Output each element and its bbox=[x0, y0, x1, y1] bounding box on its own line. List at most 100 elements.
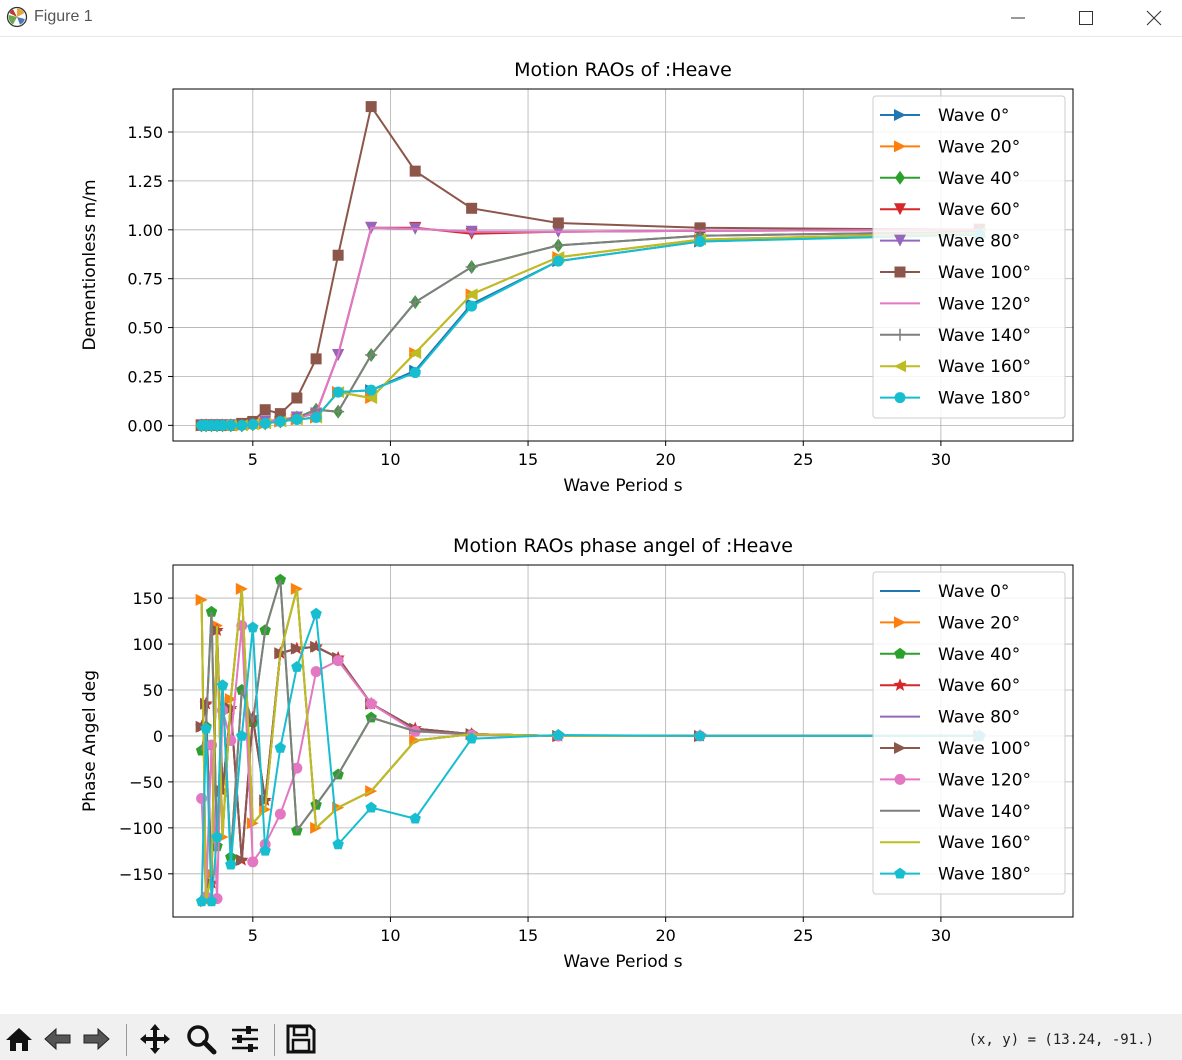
data-point bbox=[552, 239, 565, 252]
data-point bbox=[205, 605, 218, 617]
legend: Wave 0° Wave 20° Wave 40° Wave 60° Wave 80° W… bbox=[872, 95, 1066, 419]
x-tick-label: 15 bbox=[518, 926, 538, 945]
window-title: Figure 1 bbox=[34, 8, 93, 25]
toolbar-separator bbox=[126, 1024, 127, 1056]
y-tick-label: 1.00 bbox=[127, 221, 163, 240]
data-point bbox=[236, 419, 248, 431]
y-tick-label: −50 bbox=[129, 773, 163, 792]
data-point bbox=[409, 165, 421, 177]
minimize-button[interactable] bbox=[988, 0, 1048, 36]
legend-item: Wave 60° bbox=[880, 676, 1020, 696]
data-point bbox=[247, 621, 259, 633]
legend-marker bbox=[895, 170, 905, 185]
series-line bbox=[200, 579, 980, 858]
data-point bbox=[365, 391, 378, 404]
data-point bbox=[409, 296, 422, 309]
data-point bbox=[216, 679, 229, 691]
x-tick-label: 10 bbox=[380, 926, 400, 945]
toolbar-separator bbox=[274, 1024, 275, 1056]
zoom-button[interactable] bbox=[184, 1022, 218, 1056]
legend-label: Wave 60° bbox=[938, 200, 1020, 220]
data-point bbox=[274, 415, 286, 427]
legend-item: Wave 100° bbox=[880, 263, 1031, 283]
legend-item: Wave 140° bbox=[880, 802, 1031, 822]
series-wave20 bbox=[195, 582, 986, 908]
save-button[interactable] bbox=[284, 1022, 318, 1056]
legend-marker bbox=[894, 616, 906, 629]
legend-label: Wave 100° bbox=[938, 739, 1031, 759]
legend-item: Wave 160° bbox=[880, 357, 1031, 377]
legend-item: Wave 60° bbox=[880, 200, 1020, 220]
navigation-toolbar: (x, y) = (13.24, -91.) bbox=[0, 1014, 1182, 1060]
data-point bbox=[409, 367, 421, 379]
figure-canvas[interactable]: 5 10 15 20 25 30 0.00 0.25 0.50 0.75 1.00 1.25 1.50 M… bbox=[0, 36, 1182, 1014]
legend-item: Wave 0° bbox=[880, 582, 1009, 602]
y-axis-label: Dementionless m/m bbox=[80, 179, 100, 350]
data-point bbox=[365, 698, 377, 710]
data-point bbox=[552, 255, 564, 267]
legend-marker bbox=[894, 140, 906, 153]
legend-marker bbox=[894, 328, 906, 341]
data-point bbox=[310, 607, 322, 619]
legend-label: Wave 160° bbox=[938, 833, 1031, 853]
series-wave60 bbox=[194, 623, 987, 889]
series-wave100 bbox=[196, 101, 985, 431]
legend-item: Wave 0° bbox=[880, 106, 1009, 126]
data-point bbox=[466, 300, 478, 312]
maximize-icon bbox=[1079, 11, 1093, 25]
legend-label: Wave 120° bbox=[938, 770, 1031, 790]
data-point bbox=[332, 838, 344, 850]
window-titlebar: Figure 1 bbox=[0, 0, 1182, 37]
x-tick-label: 10 bbox=[380, 450, 400, 469]
configure-subplots-button[interactable] bbox=[228, 1022, 262, 1056]
series-line bbox=[200, 579, 980, 858]
legend-marker bbox=[894, 360, 906, 373]
data-point bbox=[291, 762, 303, 774]
legend-item: Wave 180° bbox=[880, 865, 1031, 885]
y-tick-label: 0.50 bbox=[127, 319, 163, 338]
legend-marker bbox=[894, 109, 906, 121]
legend-item: Wave 160° bbox=[880, 833, 1031, 853]
data-point bbox=[274, 741, 287, 753]
series-line bbox=[201, 233, 980, 427]
y-tick-label: 150 bbox=[132, 589, 163, 608]
close-button[interactable] bbox=[1124, 0, 1182, 36]
y-tick-label: 50 bbox=[143, 681, 163, 700]
data-point bbox=[291, 413, 303, 425]
x-tick-label: 20 bbox=[655, 450, 675, 469]
legend: Wave 0° Wave 20° Wave 40° Wave 60° Wave 80° W… bbox=[872, 571, 1066, 895]
x-axis-label: Wave Period s bbox=[563, 476, 682, 496]
data-point bbox=[409, 347, 422, 359]
data-point bbox=[225, 735, 237, 747]
legend-item: Wave 20° bbox=[880, 613, 1020, 633]
home-button[interactable] bbox=[2, 1022, 36, 1056]
back-button[interactable] bbox=[40, 1022, 74, 1056]
legend-label: Wave 20° bbox=[938, 137, 1020, 157]
maximize-button[interactable] bbox=[1056, 0, 1116, 36]
legend-item: Wave 100° bbox=[880, 739, 1031, 759]
axes-frame bbox=[172, 564, 1074, 918]
heave-phase-chart: 5 10 15 20 25 30 −150 −100 −50 0 50 100 150 Motion RA… bbox=[80, 535, 1074, 972]
data-point bbox=[274, 573, 287, 585]
x-tick-label: 25 bbox=[793, 450, 813, 469]
data-point bbox=[247, 856, 259, 868]
back-arrow-icon bbox=[44, 1027, 71, 1051]
data-point bbox=[694, 222, 706, 234]
y-tick-label: −150 bbox=[119, 865, 163, 884]
legend-box bbox=[872, 571, 1066, 895]
legend-label: Wave 40° bbox=[938, 169, 1020, 189]
legend-label: Wave 0° bbox=[938, 582, 1009, 602]
data-point bbox=[259, 404, 271, 416]
home-icon bbox=[6, 1028, 32, 1051]
data-point bbox=[247, 418, 259, 430]
data-point bbox=[310, 640, 323, 653]
chart-title: Motion RAOs phase angel of :Heave bbox=[453, 535, 793, 557]
pan-button[interactable] bbox=[138, 1022, 172, 1056]
data-point bbox=[694, 729, 706, 741]
data-point bbox=[310, 666, 322, 678]
forward-button[interactable] bbox=[80, 1022, 114, 1056]
close-icon bbox=[1146, 10, 1162, 26]
series-line bbox=[201, 230, 980, 427]
legend-label: Wave 80° bbox=[938, 708, 1020, 728]
y-axis-label: Phase Angel deg bbox=[80, 670, 100, 812]
